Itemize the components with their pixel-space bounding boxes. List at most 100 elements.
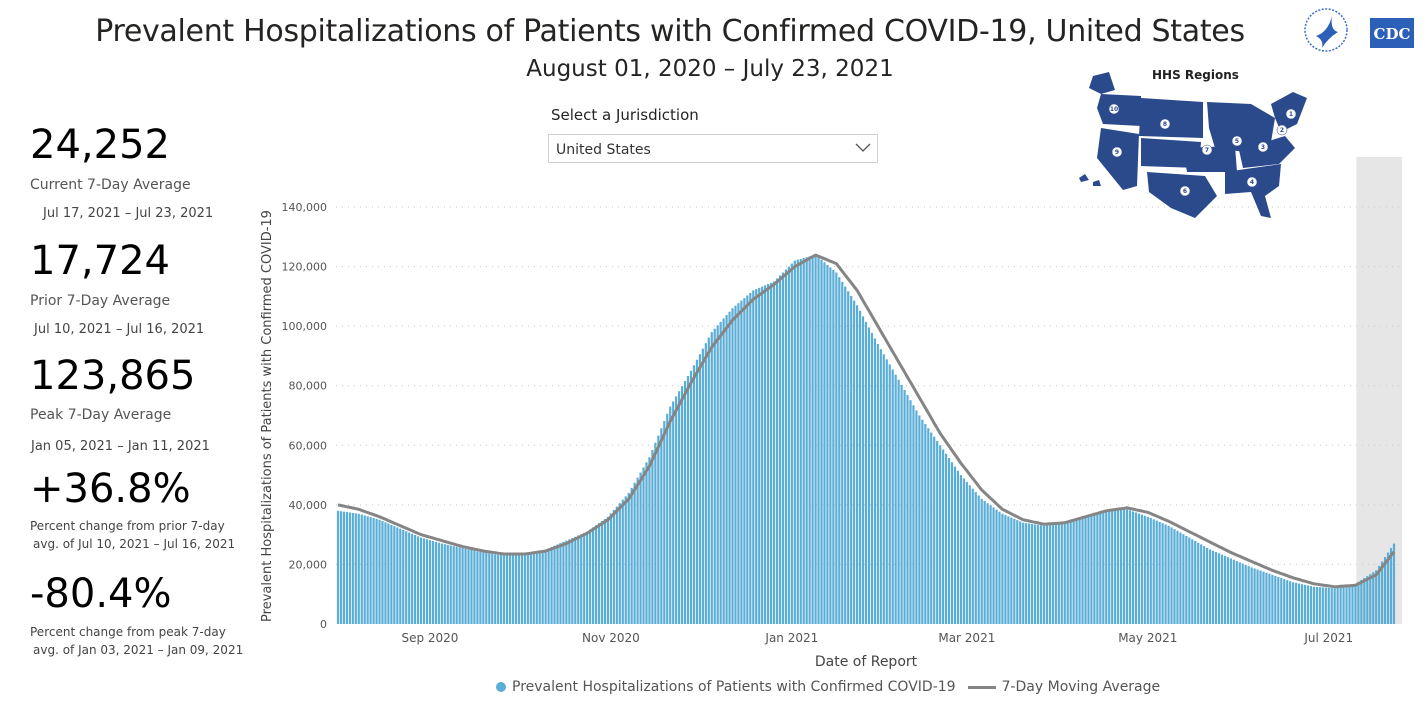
bar bbox=[1280, 578, 1283, 624]
bar bbox=[841, 281, 844, 624]
bar bbox=[600, 521, 604, 624]
bar bbox=[589, 529, 592, 624]
y-axis-ticks: 0 20,000 40,000 60,000 80,000 100,000 120,000 1… bbox=[282, 201, 328, 631]
bar bbox=[1194, 541, 1197, 624]
bar bbox=[1309, 586, 1313, 624]
bar bbox=[1025, 523, 1028, 624]
bar bbox=[1158, 521, 1161, 624]
current-7day-average-dates: Jul 17, 2021 – Jul 23, 2021 bbox=[43, 206, 214, 221]
bar bbox=[808, 256, 811, 624]
bar bbox=[805, 257, 808, 624]
bar bbox=[758, 287, 761, 624]
bar bbox=[1330, 588, 1333, 624]
bar bbox=[345, 512, 348, 624]
bar bbox=[408, 532, 411, 624]
bar bbox=[897, 379, 900, 624]
bar bbox=[378, 519, 381, 624]
jurisdiction-selected-value: United States bbox=[556, 142, 651, 158]
bar bbox=[476, 551, 479, 624]
bar bbox=[939, 445, 942, 624]
bar bbox=[1241, 563, 1244, 624]
bar bbox=[1063, 522, 1066, 624]
bar bbox=[508, 555, 512, 624]
bar bbox=[689, 370, 693, 624]
bar bbox=[903, 389, 906, 624]
bar bbox=[437, 542, 440, 624]
jurisdiction-dropdown[interactable]: United States bbox=[548, 134, 878, 163]
x-axis-label: Date of Report bbox=[815, 654, 918, 670]
bar bbox=[1125, 509, 1129, 624]
bar bbox=[799, 258, 802, 624]
bar bbox=[835, 272, 838, 624]
bar bbox=[351, 512, 354, 624]
region-7-label: 7 bbox=[1205, 147, 1209, 154]
bar bbox=[618, 503, 621, 624]
bar bbox=[1048, 524, 1052, 624]
bar bbox=[357, 513, 360, 624]
bar bbox=[393, 526, 396, 624]
region-1-label: 1 bbox=[1289, 111, 1293, 118]
bar bbox=[1197, 542, 1200, 624]
bar bbox=[737, 303, 740, 624]
region-8-label: 8 bbox=[1163, 121, 1167, 128]
bar bbox=[1389, 548, 1393, 624]
current-7day-average-value: 24,252 bbox=[30, 122, 170, 168]
bar bbox=[1244, 564, 1247, 624]
bar bbox=[1360, 579, 1363, 624]
hhs-regions-map[interactable]: 1 2 3 4 5 6 7 8 9 10 bbox=[1075, 68, 1315, 223]
bar bbox=[879, 349, 882, 624]
bar bbox=[1042, 525, 1046, 624]
bar bbox=[787, 266, 790, 624]
percent-change-prior-line2: avg. of Jul 10, 2021 – Jul 16, 2021 bbox=[33, 537, 236, 551]
bar bbox=[1277, 576, 1280, 624]
bar bbox=[1031, 524, 1034, 624]
bar bbox=[500, 555, 503, 624]
bar bbox=[1375, 570, 1378, 624]
bar bbox=[1122, 509, 1126, 624]
page-title: Prevalent Hospitalizations of Patients w… bbox=[95, 14, 1245, 49]
bar bbox=[1203, 546, 1206, 624]
bar bbox=[654, 442, 657, 624]
prior-7day-average-dates: Jul 10, 2021 – Jul 16, 2021 bbox=[34, 322, 205, 337]
bar bbox=[1333, 588, 1336, 624]
bar bbox=[811, 255, 814, 624]
bar bbox=[494, 554, 497, 624]
bar bbox=[802, 258, 805, 624]
bar bbox=[532, 552, 535, 624]
bar bbox=[1066, 521, 1069, 624]
bar-series-legend-label[interactable]: Prevalent Hospitalizations of Patients w… bbox=[512, 679, 956, 695]
bar bbox=[1339, 586, 1342, 624]
chevron-down-icon[interactable] bbox=[855, 139, 871, 155]
bar bbox=[523, 554, 526, 624]
bar bbox=[769, 282, 773, 624]
bar bbox=[387, 523, 390, 624]
bar bbox=[491, 553, 494, 624]
bar bbox=[431, 541, 435, 624]
cdc-logo: CDC bbox=[1370, 18, 1414, 48]
bar bbox=[1348, 585, 1351, 624]
bar bbox=[1057, 523, 1060, 624]
bar bbox=[755, 289, 758, 624]
bar bbox=[1001, 513, 1004, 624]
bar bbox=[1381, 561, 1384, 624]
bar bbox=[698, 354, 701, 624]
bar bbox=[636, 477, 639, 624]
bar bbox=[547, 548, 550, 624]
current-7day-average-label: Current 7-Day Average bbox=[30, 177, 191, 193]
bar bbox=[1179, 532, 1182, 624]
bar bbox=[752, 290, 755, 624]
hhs-cdc-logos: CDC bbox=[1304, 8, 1414, 52]
bar bbox=[814, 254, 817, 624]
y-tick-label: 20,000 bbox=[289, 558, 328, 571]
bar bbox=[422, 538, 426, 624]
bar bbox=[1188, 537, 1191, 624]
bar bbox=[1384, 556, 1387, 624]
jurisdiction-label: Select a Jurisdiction bbox=[551, 106, 699, 124]
moving-average-legend-label[interactable]: 7-Day Moving Average bbox=[1001, 679, 1161, 695]
bar bbox=[339, 511, 343, 624]
bar bbox=[1200, 544, 1203, 624]
bar bbox=[449, 545, 452, 624]
bar bbox=[844, 286, 847, 624]
bar bbox=[793, 260, 796, 624]
